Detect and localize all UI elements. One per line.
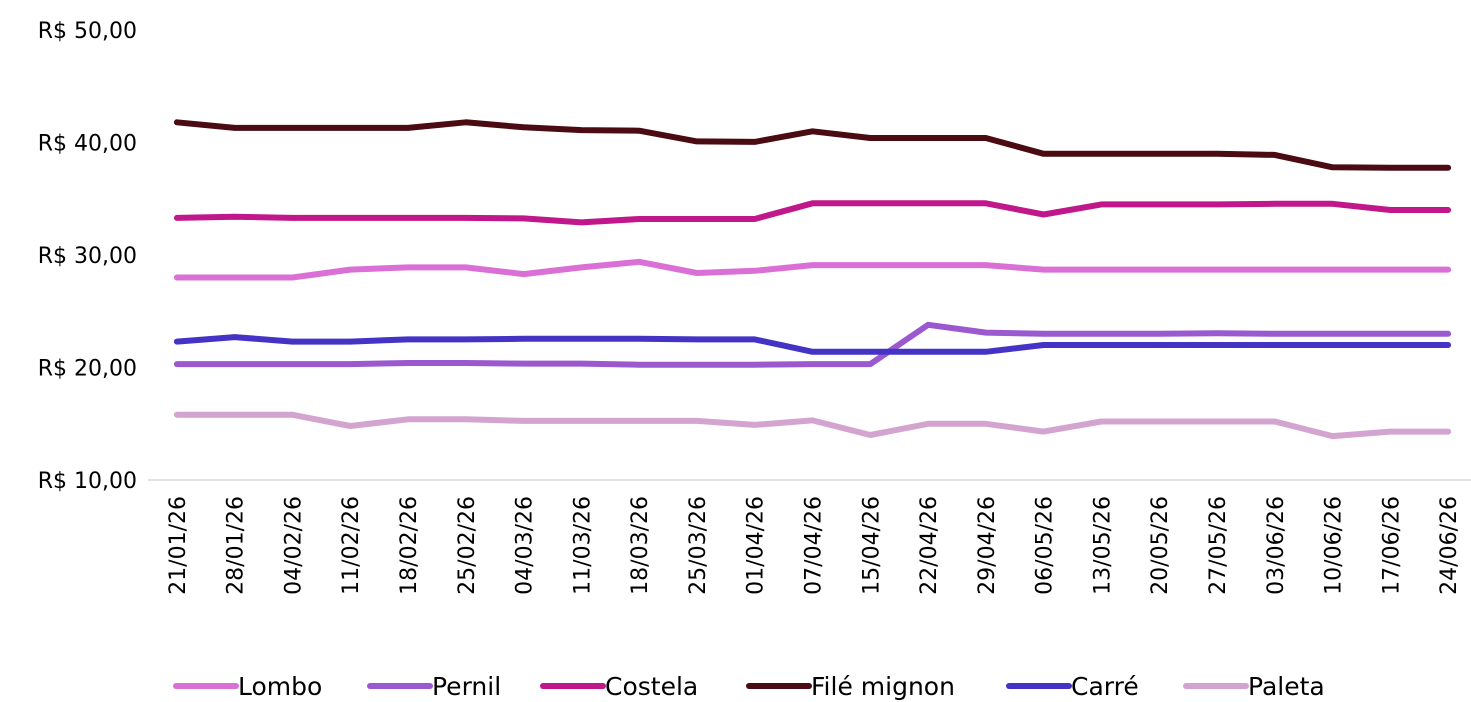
legend-label: Carré bbox=[1071, 672, 1139, 701]
x-tick-label: 07/04/26 bbox=[802, 496, 827, 595]
y-tick-label: R$ 10,00 bbox=[38, 469, 137, 494]
x-tick-label: 03/06/26 bbox=[1264, 496, 1289, 595]
x-tick-label: 06/05/26 bbox=[1033, 496, 1058, 595]
x-tick-label: 04/03/26 bbox=[513, 496, 538, 595]
series-group bbox=[173, 119, 1452, 440]
series-line-pernil bbox=[173, 321, 1452, 368]
y-tick-label: R$ 20,00 bbox=[38, 357, 137, 382]
series-line-lombo bbox=[173, 258, 1452, 281]
x-tick-label: 10/06/26 bbox=[1322, 496, 1347, 595]
legend-label: Pernil bbox=[432, 672, 501, 701]
x-axis: 21/01/26 28/01/26 04/02/26 11/02/26 18/02/26… bbox=[166, 496, 1462, 595]
x-tick-label: 25/02/26 bbox=[455, 496, 480, 595]
series-line-costela bbox=[173, 200, 1452, 226]
y-tick-label: R$ 40,00 bbox=[38, 132, 137, 157]
x-tick-label: 20/05/26 bbox=[1148, 496, 1173, 595]
legend-label: Filé mignon bbox=[811, 672, 955, 701]
x-tick-label: 24/06/26 bbox=[1437, 496, 1462, 595]
series-line-fil-mignon bbox=[173, 119, 1452, 171]
x-tick-label: 11/02/26 bbox=[339, 496, 364, 595]
series-line-paleta bbox=[173, 411, 1452, 440]
x-tick-label: 27/05/26 bbox=[1206, 496, 1231, 595]
x-tick-label: 11/03/26 bbox=[570, 496, 595, 595]
x-tick-label: 21/01/26 bbox=[166, 496, 191, 595]
legend-label: Costela bbox=[605, 672, 698, 701]
x-tick-label: 17/06/26 bbox=[1379, 496, 1404, 595]
x-tick-label: 18/03/26 bbox=[628, 496, 653, 595]
legend: Lombo Pernil Costela Filé mignon Carré Paleta bbox=[173, 672, 1325, 701]
x-tick-label: 29/04/26 bbox=[975, 496, 1000, 595]
x-tick-label: 13/05/26 bbox=[1090, 496, 1115, 595]
y-axis: R$ 10,00 R$ 20,00 R$ 30,00 R$ 40,00 R$ 50,00 bbox=[38, 19, 137, 494]
x-tick-label: 22/04/26 bbox=[917, 496, 942, 595]
x-tick-label: 18/02/26 bbox=[397, 496, 422, 595]
y-tick-label: R$ 50,00 bbox=[38, 19, 137, 44]
x-tick-label: 25/03/26 bbox=[686, 496, 711, 595]
x-tick-label: 15/04/26 bbox=[859, 496, 884, 595]
x-tick-label: 01/04/26 bbox=[744, 496, 769, 595]
legend-label: Lombo bbox=[238, 672, 322, 701]
legend-label: Paleta bbox=[1248, 672, 1325, 701]
y-tick-label: R$ 30,00 bbox=[38, 244, 137, 269]
x-tick-label: 28/01/26 bbox=[224, 496, 249, 595]
series-line-carr- bbox=[173, 334, 1452, 355]
x-tick-label: 04/02/26 bbox=[281, 496, 306, 595]
